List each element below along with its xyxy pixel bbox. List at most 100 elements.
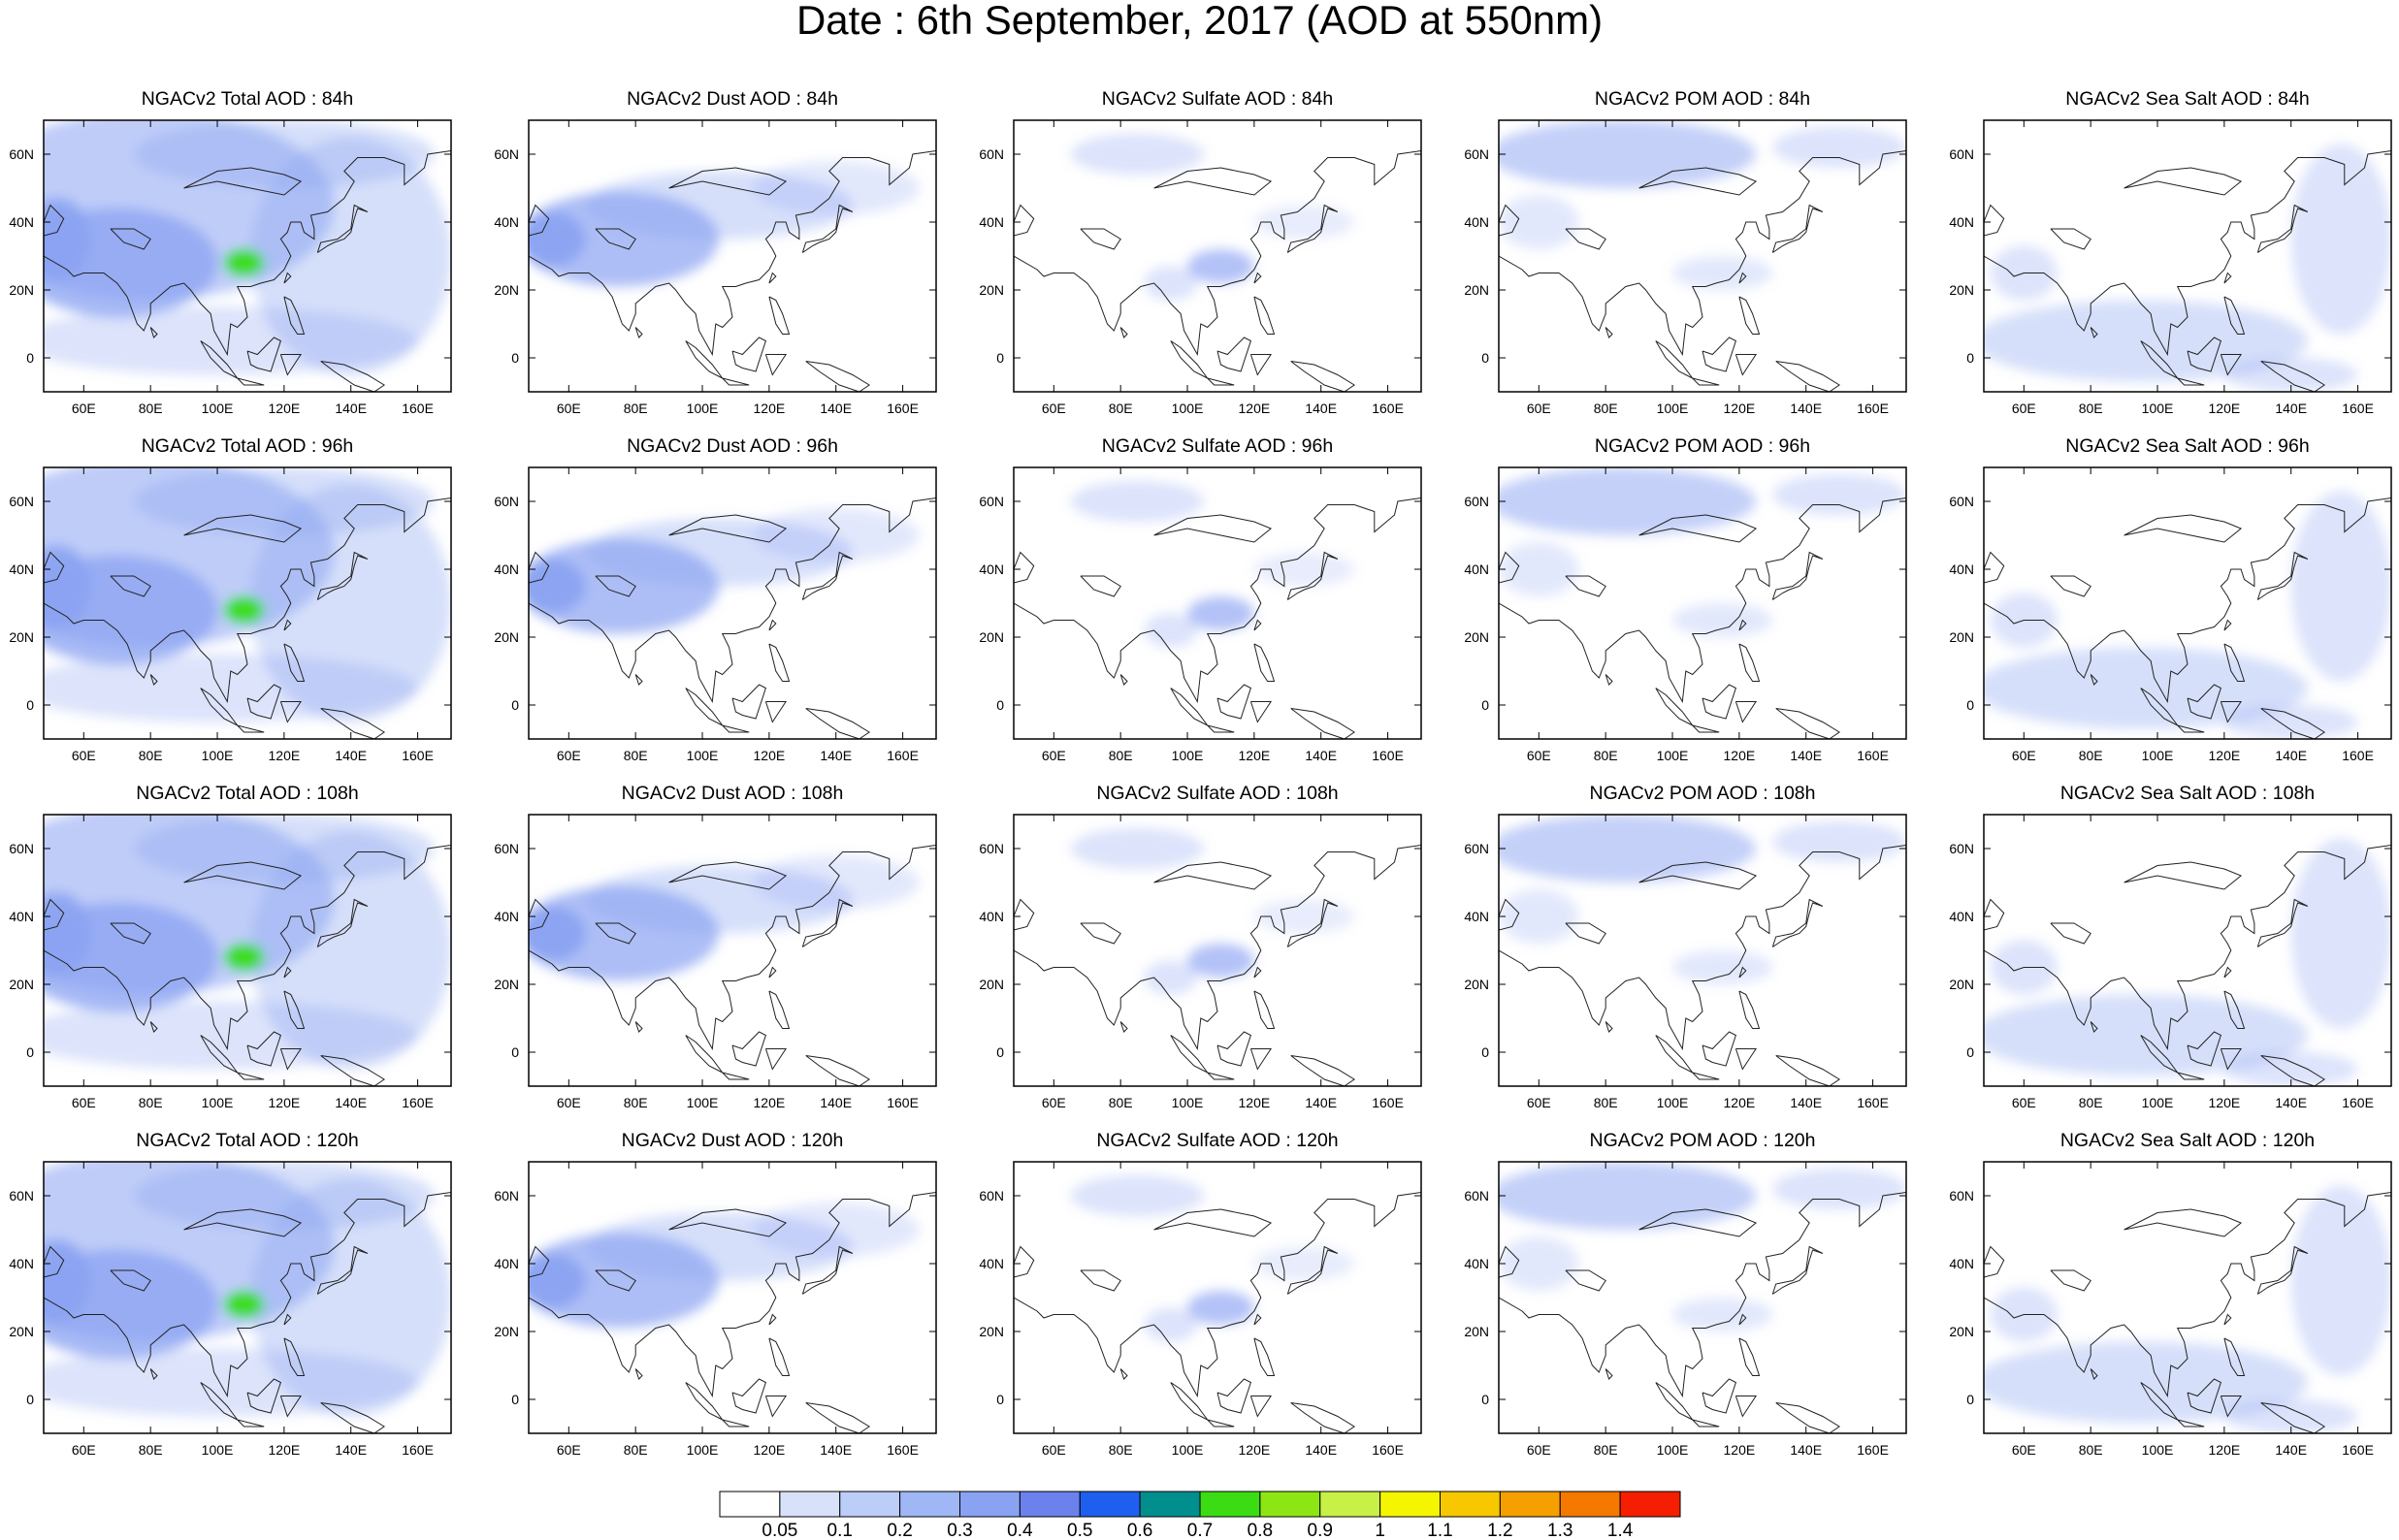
coastline <box>1565 228 1606 250</box>
lon-tick-label: 60E <box>557 748 581 763</box>
colorbar-swatch <box>1139 1491 1201 1518</box>
coastline <box>279 354 303 376</box>
coastline <box>1499 497 1906 704</box>
coastline <box>768 272 777 284</box>
aod-blob <box>1772 821 1906 862</box>
aod-field <box>1984 467 2391 739</box>
coastline <box>1290 1055 1356 1086</box>
panel-title: NGACv2 Sulfate AOD : 96h <box>1101 435 1334 457</box>
map-panel: NGACv2 Dust AOD : 96h 60E 80E 100E 120E 140E 1… <box>485 434 970 778</box>
lat-tick-label: 0 <box>1481 350 1489 366</box>
coastline <box>1499 204 1520 237</box>
lon-tick-label: 100E <box>687 748 719 763</box>
coastline <box>722 377 750 386</box>
coastline <box>2140 1035 2179 1074</box>
coastline <box>1692 1419 1720 1428</box>
lat-tick-label: 40N <box>1464 909 1489 924</box>
map-plot: 60E 80E 100E 120E 140E 160E 0 20N 40N 60N <box>494 466 937 763</box>
coastline <box>320 1055 386 1086</box>
lat-tick-label: 40N <box>1949 214 1974 230</box>
colorbar-label: 1 <box>1375 1521 1385 1540</box>
coastline <box>1170 688 1209 726</box>
aod-blob <box>1499 1162 1757 1230</box>
coastline <box>801 551 854 600</box>
colorbar-swatch <box>839 1491 901 1518</box>
coastline <box>1984 1192 2391 1398</box>
coastline <box>2177 1072 2205 1080</box>
figure-title: Date : 6th September, 2017 (AOD at 550nm… <box>795 0 1604 43</box>
lat-tick-label: 60N <box>9 146 34 162</box>
coastline <box>764 701 788 723</box>
aod-blob <box>1499 467 1757 535</box>
map-frame <box>1498 1161 1907 1434</box>
aod-blob <box>1144 613 1198 648</box>
panel-title: NGACv2 Dust AOD : 84h <box>627 88 838 110</box>
coastline <box>1605 1021 1613 1033</box>
coastline <box>529 150 936 357</box>
lat-tick-label: 0 <box>511 1392 519 1407</box>
coastline <box>805 1402 871 1433</box>
lon-tick-label: 120E <box>1239 1442 1271 1458</box>
lon-tick-label: 160E <box>2342 1442 2374 1458</box>
lat-tick-label: 0 <box>26 1044 34 1060</box>
aod-field <box>529 1162 936 1433</box>
coastline <box>634 674 643 686</box>
lon-tick-label: 140E <box>2275 401 2307 416</box>
colorbar-label: 0.1 <box>827 1521 853 1540</box>
map-panel: NGACv2 Sea Salt AOD : 96h 60E 80E 100E 120E 1… <box>1940 434 2399 778</box>
coastline <box>1605 327 1613 338</box>
lon-tick-label: 80E <box>2079 748 2103 763</box>
coastline <box>1253 643 1276 682</box>
lat-tick-label: 60N <box>494 494 519 509</box>
coastline <box>1286 1245 1339 1295</box>
lon-tick-label: 120E <box>2209 1095 2241 1110</box>
coastline <box>2220 1396 2243 1418</box>
coastline <box>731 1378 767 1414</box>
aod-blob <box>1070 481 1205 522</box>
coastline <box>1119 327 1128 338</box>
lon-tick-label: 60E <box>1042 1442 1066 1458</box>
coastline <box>1984 551 2005 584</box>
lon-tick-label: 100E <box>1657 401 1689 416</box>
aod-blob <box>2290 838 2391 1029</box>
coastline <box>1775 708 1841 739</box>
coastline <box>1638 514 1758 543</box>
lon-tick-label: 60E <box>72 1095 96 1110</box>
coastline <box>731 1031 767 1067</box>
aod-blob <box>1187 1291 1254 1325</box>
map-panel: NGACv2 Total AOD : 120h 60E 80E 100E 120E 140… <box>0 1129 485 1472</box>
coastline <box>283 990 306 1029</box>
lon-tick-label: 120E <box>1239 1095 1271 1110</box>
panel-title: NGACv2 Total AOD : 96h <box>141 435 354 457</box>
coastline <box>44 898 65 931</box>
aod-blob <box>133 815 435 882</box>
coastline <box>1119 1021 1128 1033</box>
lon-tick-label: 100E <box>1172 748 1204 763</box>
lat-tick-label: 60N <box>979 146 1004 162</box>
aod-blob <box>44 545 91 627</box>
lon-tick-label: 160E <box>887 401 919 416</box>
lon-tick-label: 140E <box>1790 401 1822 416</box>
map-frame <box>1013 466 1422 740</box>
coastline <box>1499 1245 1520 1278</box>
lon-tick-label: 60E <box>2012 748 2036 763</box>
coastline <box>1738 272 1747 284</box>
coastline <box>1253 296 1276 335</box>
map-frame <box>43 814 452 1087</box>
map-panel: NGACv2 Dust AOD : 108h 60E 80E 100E 120E 140E… <box>485 782 970 1125</box>
map-plot: 60E 80E 100E 120E 140E 160E 0 20N 40N 60N <box>9 1161 452 1458</box>
lat-tick-label: 20N <box>9 629 34 645</box>
aod-blob <box>1253 552 1355 587</box>
lat-tick-label: 60N <box>1949 1188 1974 1203</box>
map-panel: NGACv2 POM AOD : 84h 60E 80E 100E 120E 140E 16… <box>1455 87 1940 431</box>
panel-title: NGACv2 POM AOD : 96h <box>1594 435 1811 457</box>
aod-blob <box>529 906 586 961</box>
colorbar-swatch <box>899 1491 960 1518</box>
coastline <box>1014 150 1421 357</box>
coastline <box>764 1048 788 1071</box>
lon-tick-label: 120E <box>754 401 786 416</box>
coastline <box>2256 551 2309 600</box>
lon-tick-label: 80E <box>624 401 648 416</box>
colorbar-label: 0.4 <box>1007 1521 1033 1540</box>
coastline <box>246 1378 282 1414</box>
